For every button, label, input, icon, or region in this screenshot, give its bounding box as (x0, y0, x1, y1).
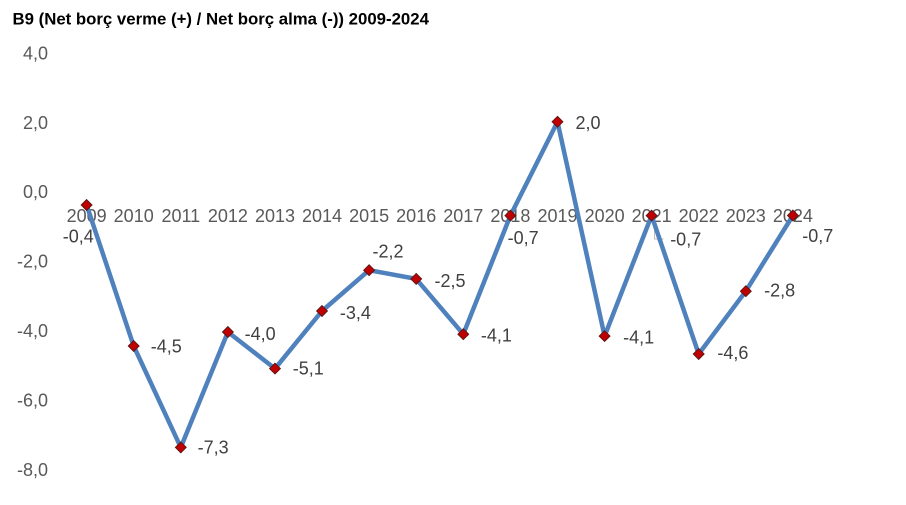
svg-text:-7,3: -7,3 (198, 438, 229, 458)
svg-text:-2,8: -2,8 (764, 281, 795, 301)
svg-text:-0,7: -0,7 (508, 228, 539, 248)
svg-text:2023: 2023 (726, 206, 766, 226)
svg-text:0,0: 0,0 (23, 182, 48, 202)
svg-text:2012: 2012 (208, 206, 248, 226)
svg-text:-0,4: -0,4 (63, 227, 94, 247)
svg-text:2009: 2009 (67, 206, 107, 226)
svg-text:-4,1: -4,1 (623, 328, 654, 348)
svg-text:2,0: 2,0 (23, 113, 48, 133)
svg-text:2017: 2017 (443, 206, 483, 226)
svg-text:-2,0: -2,0 (17, 251, 48, 271)
svg-text:2019: 2019 (537, 206, 577, 226)
svg-text:-4,6: -4,6 (717, 343, 748, 363)
svg-text:2011: 2011 (161, 206, 200, 226)
svg-text:B9 (Net borç verme (+) / Net b: B9 (Net borç verme (+) / Net borç alma (… (13, 9, 430, 28)
svg-text:2022: 2022 (679, 206, 719, 226)
svg-text:-2,2: -2,2 (373, 242, 404, 262)
svg-text:2,0: 2,0 (576, 113, 601, 133)
svg-text:4,0: 4,0 (23, 43, 48, 63)
svg-text:2015: 2015 (349, 206, 389, 226)
svg-text:-0,7: -0,7 (802, 226, 833, 246)
svg-text:2014: 2014 (302, 206, 342, 226)
svg-text:2013: 2013 (255, 206, 295, 226)
svg-text:-4,5: -4,5 (151, 337, 182, 357)
svg-text:2010: 2010 (114, 206, 154, 226)
svg-text:-8,0: -8,0 (17, 460, 48, 480)
svg-text:-2,5: -2,5 (435, 271, 466, 291)
svg-text:-3,4: -3,4 (340, 303, 371, 323)
svg-text:-4,0: -4,0 (245, 324, 276, 344)
svg-text:2020: 2020 (585, 206, 625, 226)
svg-text:-0,7: -0,7 (670, 230, 701, 250)
svg-text:-4,1: -4,1 (481, 326, 512, 346)
svg-text:2016: 2016 (396, 206, 436, 226)
svg-text:-5,1: -5,1 (293, 359, 324, 379)
svg-text:-6,0: -6,0 (17, 391, 48, 411)
svg-text:-4,0: -4,0 (17, 321, 48, 341)
